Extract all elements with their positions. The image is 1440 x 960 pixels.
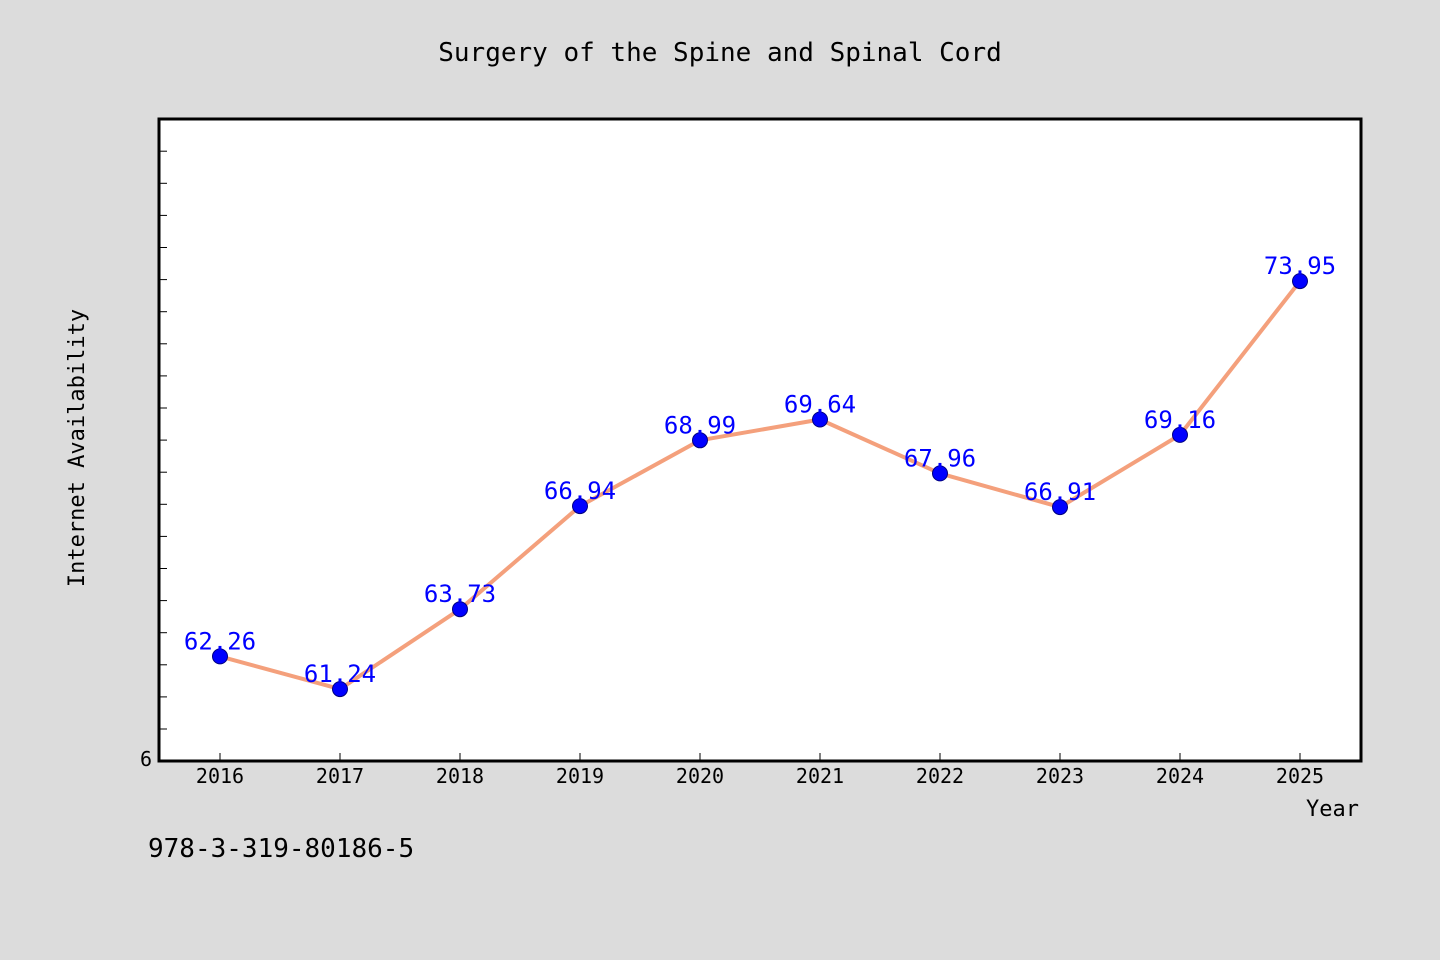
data-label: 66.94 [544,477,616,505]
y-axis-label: Internet Availability [65,309,90,587]
data-label: 69.16 [1144,406,1216,434]
isbn-text: 978-3-319-80186-5 [148,834,415,864]
data-label: 69.64 [784,391,856,419]
x-axis-ticks: 2016 2017 2018 2019 2020 2021 2022 2023 2024 2025 [196,753,1324,788]
plot-area [157,117,1363,763]
data-point-marker [692,432,708,449]
data-label: 68.99 [664,411,736,439]
x-tick-label: 2018 [436,764,484,788]
data-point-marker [1292,273,1308,290]
x-tick-label: 2017 [316,764,364,788]
data-point-marker [572,498,588,515]
data-label: 61.24 [304,660,376,688]
data-label: 63.73 [424,580,496,608]
series-line-group [219,279,1302,692]
data-labels-group: 62.26 61.24 63.73 66.94 68.99 69.64 67.96 66.91… [184,252,1336,688]
chart-title: Surgery of the Spine and Spinal Cord [438,38,1002,68]
data-point-marker [812,411,828,428]
x-tick-label: 2023 [1036,764,1084,788]
markers-group [212,273,1308,698]
data-point-marker [452,601,468,618]
data-label: 73.95 [1264,252,1336,280]
x-axis-label: Year [1306,797,1359,822]
data-point-marker [1052,499,1068,516]
data-point-marker [212,648,228,665]
data-point-marker [932,465,948,482]
x-tick-label: 2019 [556,764,604,788]
y-axis-ticks [159,150,167,730]
x-tick-label: 2020 [676,764,724,788]
x-tick-label: 2024 [1156,764,1204,788]
x-tick-label: 2021 [796,764,844,788]
y-tick-label: 6 [140,747,152,771]
data-label: 62.26 [184,627,256,655]
series-line [219,279,1302,692]
data-label: 66.91 [1024,478,1096,506]
data-point-marker [1172,426,1188,443]
data-label: 67.96 [904,444,976,472]
data-point-marker [332,681,348,698]
x-tick-label: 2025 [1276,764,1324,788]
x-tick-label: 2016 [196,764,244,788]
x-tick-label: 2022 [916,764,964,788]
